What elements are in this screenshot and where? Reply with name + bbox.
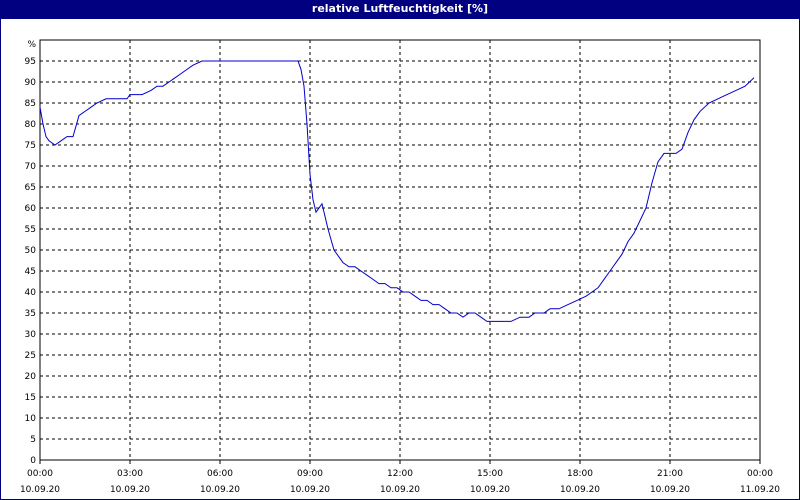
x-tick-time: 06:00 — [207, 469, 233, 479]
y-tick-label: 15 — [25, 393, 36, 403]
y-tick-label: 0 — [30, 456, 36, 466]
x-tick-time: 21:00 — [657, 469, 683, 479]
y-axis-unit-label: % — [27, 40, 36, 50]
humidity-series-line — [39, 60, 755, 322]
x-tick-time: 00:00 — [27, 469, 53, 479]
y-tick-label: 30 — [25, 330, 37, 340]
x-tick-time: 00:00 — [747, 469, 773, 479]
y-tick-label: 10 — [25, 414, 37, 424]
y-tick-label: 95 — [25, 57, 36, 67]
x-tick-date: 10.09.20 — [290, 485, 330, 495]
y-tick-label: 85 — [25, 99, 36, 109]
y-tick-label: 75 — [25, 141, 36, 151]
x-tick-time: 18:00 — [567, 469, 593, 479]
y-tick-label: 80 — [25, 120, 37, 130]
x-tick-date: 10.09.20 — [560, 485, 600, 495]
x-tick-date: 10.09.20 — [110, 485, 150, 495]
x-tick-date: 10.09.20 — [20, 485, 60, 495]
x-tick-time: 12:00 — [387, 469, 413, 479]
x-tick-time: 03:00 — [117, 469, 143, 479]
x-tick-date: 10.09.20 — [650, 485, 690, 495]
x-tick-time: 15:00 — [477, 469, 503, 479]
y-tick-label: 55 — [25, 225, 36, 235]
x-tick-date: 10.09.20 — [380, 485, 420, 495]
y-tick-label: 25 — [25, 351, 36, 361]
y-tick-label: 50 — [25, 246, 37, 256]
x-tick-date: 11.09.20 — [740, 485, 780, 495]
chart-title: relative Luftfeuchtigkeit [%] — [0, 0, 800, 19]
x-tick-time: 09:00 — [297, 469, 323, 479]
y-tick-label: 65 — [25, 183, 36, 193]
y-tick-label: 90 — [25, 78, 37, 88]
y-tick-label: 60 — [25, 204, 37, 214]
x-tick-date: 10.09.20 — [200, 485, 240, 495]
x-tick-date: 10.09.20 — [470, 485, 510, 495]
y-tick-label: 70 — [25, 162, 37, 172]
y-tick-label: 5 — [30, 435, 36, 445]
y-tick-label: 35 — [25, 309, 36, 319]
y-tick-label: 45 — [25, 267, 36, 277]
y-tick-label: 20 — [25, 372, 37, 382]
y-tick-label: 40 — [25, 288, 37, 298]
